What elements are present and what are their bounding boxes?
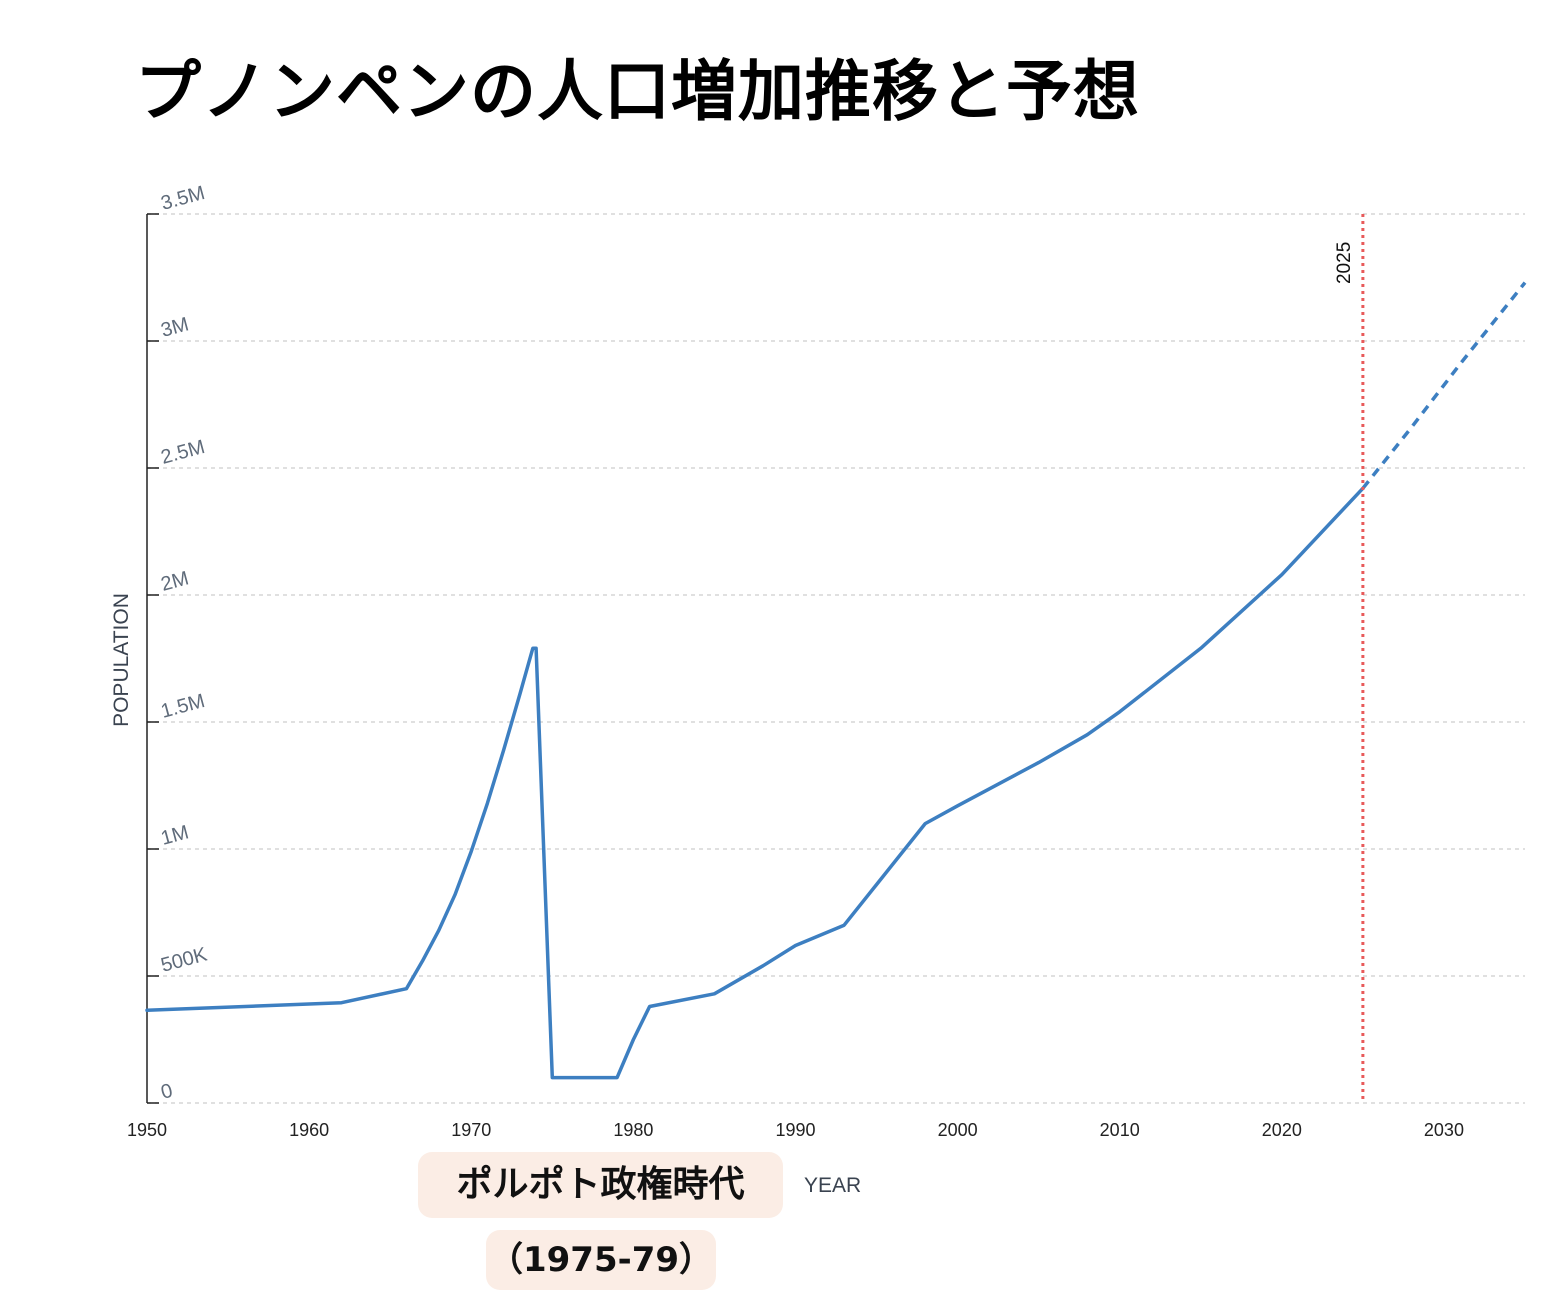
x-tick-label: 2020 [1262,1120,1302,1140]
x-tick-label: 1960 [289,1120,329,1140]
current-year-marker-label: 2025 [1334,242,1355,284]
x-tick-label: 1950 [127,1120,167,1140]
x-tick-label: 1990 [775,1120,815,1140]
projection-line [1361,281,1527,490]
x-axis-label: YEAR [804,1174,861,1197]
series-lines [145,281,1527,1080]
y-tick-label: 1M [159,821,192,849]
y-axis-ticks: 0 500K 1M 1.5M 2M 2.5M 3M 3.5M [147,182,210,1104]
chart-title: プノンペンの人口増加推移と予想 [135,53,1140,130]
y-axis-label: POPULATION [110,593,133,727]
x-tick-label: 2010 [1100,1120,1140,1140]
y-tick-label: 2.5M [159,436,208,469]
population-line [145,486,1365,1080]
x-tick-label: 1980 [613,1120,653,1140]
y-tick-label: 3.5M [159,182,208,215]
x-tick-label: 1970 [451,1120,491,1140]
y-tick-label: 0 [159,1080,175,1104]
x-tick-label: 2030 [1424,1120,1464,1140]
grid-lines [147,213,1525,1104]
pol-pot-era-years-annotation: （1975-79） [486,1230,716,1290]
x-tick-label: 2000 [938,1120,978,1140]
y-tick-label: 2M [159,567,192,595]
y-tick-label: 500K [159,943,210,977]
x-axis-ticks: 1950 1960 1970 1980 1990 2000 2010 2020 2030 [127,1120,1464,1140]
y-tick-label: 3M [159,313,192,341]
pol-pot-era-annotation: ポルポト政権時代 [418,1152,783,1218]
y-tick-label: 1.5M [159,690,208,723]
